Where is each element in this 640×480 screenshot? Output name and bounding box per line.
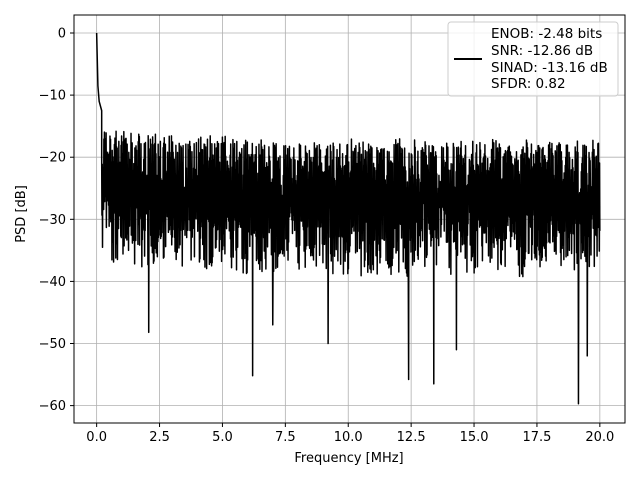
legend-text-enob: ENOB: -2.48 bits [491, 26, 602, 42]
legend-text-snr: SNR: -12.86 dB [491, 43, 593, 59]
x-tick-label: 0.0 [86, 430, 107, 445]
legend-box [447, 21, 619, 97]
x-tick-label: 2.5 [149, 430, 170, 445]
y-tick-label: −30 [39, 213, 66, 228]
y-tick-label: −20 [39, 151, 66, 166]
x-tick-label: 15.0 [460, 430, 489, 445]
y-tick-label: −40 [39, 275, 66, 290]
x-tick-label: 7.5 [275, 430, 296, 445]
y-axis-ticks: 0 −10 −20 −30 −40 −50 −60 [39, 27, 74, 414]
y-axis-label: PSD [dB] [14, 185, 29, 243]
x-tick-label: 17.5 [522, 430, 551, 445]
y-tick-label: 0 [58, 27, 66, 42]
legend-text-sfdr: SFDR: 0.82 [491, 76, 566, 92]
series-layer [95, 32, 601, 405]
psd-series-line [95, 32, 601, 405]
legend-text-sinad: SINAD: -13.16 dB [491, 60, 608, 76]
y-tick-label: −10 [39, 89, 66, 104]
x-tick-label: 10.0 [334, 430, 363, 445]
x-axis-ticks: 0.0 2.5 5.0 7.5 10.0 12.5 15.0 17.5 20.0 [86, 423, 614, 445]
y-tick-label: −60 [39, 399, 66, 414]
x-tick-label: 5.0 [212, 430, 233, 445]
legend: ENOB: -2.48 bits SNR: -12.86 dB SINAD: -… [447, 21, 619, 97]
x-axis-label: Frequency [MHz] [294, 451, 403, 466]
x-tick-label: 20.0 [585, 430, 614, 445]
y-tick-label: −50 [39, 337, 66, 352]
x-tick-label: 12.5 [397, 430, 426, 445]
